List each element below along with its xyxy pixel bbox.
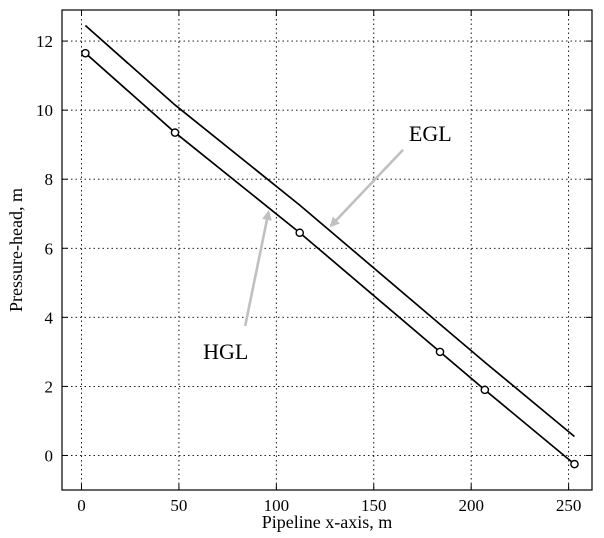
y-tick-label: 6 (45, 239, 54, 258)
y-tick-label: 8 (45, 170, 54, 189)
y-tick-label: 12 (36, 32, 53, 51)
y-tick-label: 10 (36, 101, 53, 120)
series-line-hgl (84, 52, 576, 465)
annotation-label-egl: EGL (409, 121, 452, 146)
annotation-label-hgl: HGL (203, 339, 248, 364)
data-point-hgl (170, 128, 180, 137)
x-tick-label: 100 (264, 496, 290, 515)
y-tick-label: 0 (45, 446, 54, 465)
x-tick-label: 250 (556, 496, 582, 515)
y-axis-label: Pressure-head, m (6, 188, 26, 312)
x-tick-label: 0 (77, 496, 86, 515)
series-line-egl (84, 24, 576, 438)
grid (62, 10, 592, 490)
x-tick-label: 200 (458, 496, 484, 515)
series (81, 24, 579, 469)
annotation-arrow-hgl (243, 210, 272, 327)
x-tick-label: 50 (170, 496, 187, 515)
data-point-hgl (570, 459, 579, 469)
axis-ticks: 0 50 100 150 200 250 0 2 4 6 8 10 12 (36, 10, 592, 515)
data-point-hgl (480, 385, 490, 395)
data-point-hgl (435, 347, 445, 357)
data-point-hgl (81, 48, 90, 58)
annotation-arrow-egl (329, 148, 404, 228)
data-point-hgl (295, 228, 305, 238)
y-tick-label: 2 (45, 377, 54, 396)
x-tick-label: 150 (361, 496, 387, 515)
plot-frame (61, 9, 593, 491)
annotations: EGL HGL (203, 121, 452, 364)
x-axis-label: Pipeline x-axis, m (262, 512, 392, 532)
y-tick-label: 4 (45, 308, 54, 327)
